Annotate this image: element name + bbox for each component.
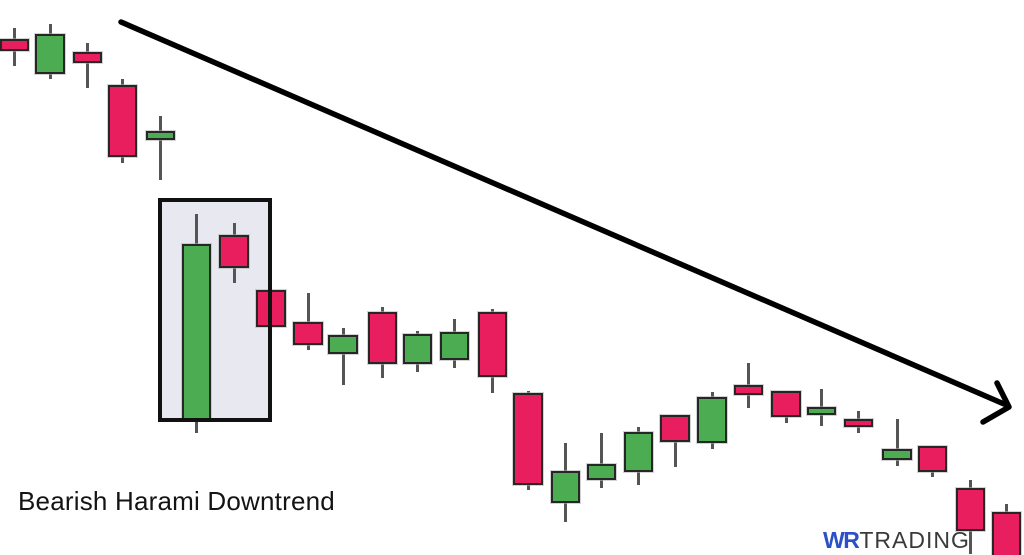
brand-logo-trading: TRADING <box>859 527 970 553</box>
candle-body-bear <box>478 312 507 377</box>
candle-body-bear <box>293 322 323 345</box>
candle-body-bull <box>35 34 65 74</box>
candle-body-bull <box>440 332 469 360</box>
candle-body-bear <box>0 39 29 51</box>
candle-body-bear <box>256 290 286 327</box>
candle-body-bear <box>108 85 137 157</box>
candle-body-bear <box>844 419 873 427</box>
candle-wick <box>159 116 162 180</box>
candle-body-bear <box>734 385 763 395</box>
candle-body-bear <box>368 312 397 364</box>
candle-body-bull <box>403 334 432 364</box>
candle-body-bear <box>660 415 690 442</box>
brand-logo-wr: WR <box>823 527 860 553</box>
candle-wick <box>895 419 899 466</box>
candle-body-bear <box>956 488 985 531</box>
candle-body-bull <box>587 464 616 480</box>
candle-body-bull <box>807 407 836 415</box>
brand-logo: WRTRADING <box>823 529 970 552</box>
candle-body-bear <box>771 391 801 417</box>
candle-body-bull <box>551 471 580 503</box>
candle-body-bear <box>992 512 1021 555</box>
chart-caption: Bearish Harami Downtrend <box>18 486 335 516</box>
candle-body-bull <box>146 131 175 140</box>
candle-body-bull <box>624 432 653 472</box>
candle-body-bear <box>73 52 102 63</box>
candle-body-bull <box>328 335 358 354</box>
candle-body-bull <box>882 449 912 460</box>
candle-body-bear <box>918 446 947 472</box>
candle-body-bear <box>219 235 249 268</box>
candle-body-bear <box>513 393 543 485</box>
candle-wick <box>600 433 603 488</box>
candle-body-bull <box>697 397 727 443</box>
candle-wick <box>86 43 89 88</box>
candle-body-bull <box>182 244 211 420</box>
